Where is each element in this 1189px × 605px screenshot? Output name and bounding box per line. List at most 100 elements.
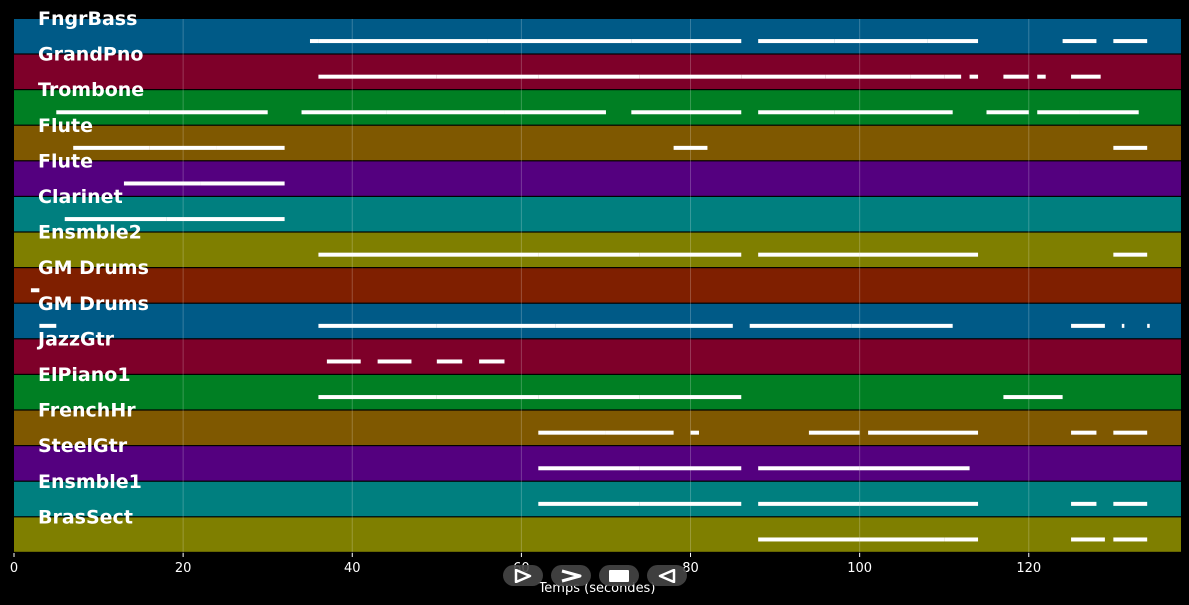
note-bar: [318, 39, 488, 44]
track-label: Ensmble1: [38, 471, 142, 493]
note-bar: [1113, 145, 1148, 150]
note-bar: [200, 181, 285, 186]
note-bar: [1037, 74, 1046, 79]
note-bars: [30, 39, 1150, 542]
note-bar: [749, 323, 852, 328]
track-lane: [14, 161, 1181, 196]
note-bar: [1071, 501, 1097, 506]
note-bar: [1003, 74, 1029, 79]
forward-button[interactable]: [551, 565, 591, 586]
note-bar: [944, 537, 979, 542]
note-bar: [326, 359, 361, 364]
chevron-right-icon: [561, 569, 582, 582]
track-label: GrandPno: [38, 44, 143, 66]
track-lane: [14, 54, 1181, 89]
note-bar: [538, 252, 640, 257]
track-label: BrasSect: [38, 506, 133, 528]
reverse-button[interactable]: [647, 565, 687, 586]
note-bar: [73, 145, 150, 150]
note-bar: [1003, 395, 1063, 400]
note-bar: [538, 466, 640, 471]
track-label: Clarinet: [38, 186, 123, 208]
note-bar: [56, 110, 150, 115]
note-bar: [538, 395, 640, 400]
note-bar: [1113, 430, 1148, 435]
note-bar: [216, 145, 285, 150]
note-bar: [166, 217, 285, 222]
track-lanes: [14, 19, 1181, 552]
note-bar: [538, 430, 606, 435]
track-lane: [14, 90, 1181, 125]
track-label: FngrBass: [38, 8, 137, 30]
stop-icon: [609, 569, 629, 582]
note-bar: [1037, 110, 1080, 115]
x-tick-label: 120: [1016, 561, 1041, 576]
x-tick-label: 100: [847, 561, 872, 576]
note-bar: [318, 323, 437, 328]
note-bar: [639, 395, 742, 400]
play-button[interactable]: [503, 565, 543, 586]
x-tick-label: 40: [344, 561, 361, 576]
stop-button[interactable]: [599, 565, 639, 586]
note-bar: [927, 39, 979, 44]
note-bar: [504, 110, 606, 115]
track-label: SteelGtr: [38, 435, 128, 457]
note-bar: [1071, 430, 1097, 435]
note-bar: [1071, 74, 1101, 79]
note-bar: [538, 74, 640, 79]
grid-lines: [182, 19, 1030, 553]
note-bar: [1071, 323, 1105, 328]
note-bar: [538, 501, 640, 506]
track-lane: [14, 339, 1181, 374]
play-outline-icon: [514, 568, 532, 583]
track-label: GM Drums: [38, 293, 149, 315]
note-bar: [1121, 323, 1125, 328]
track-lane: [14, 125, 1181, 161]
note-bar: [631, 39, 742, 44]
note-bar: [910, 74, 945, 79]
note-bar: [1147, 323, 1150, 328]
note-bar: [834, 110, 953, 115]
note-bar: [436, 74, 539, 79]
note-bar: [859, 466, 970, 471]
note-bar: [868, 430, 979, 435]
note-bar: [825, 74, 911, 79]
note-bar: [859, 501, 979, 506]
note-bar: [301, 110, 387, 115]
track-label: ElPiano1: [38, 364, 131, 386]
note-bar: [1113, 501, 1148, 506]
note-bar: [690, 430, 699, 435]
note-bar: [479, 359, 505, 364]
play-reverse-icon: [658, 568, 676, 583]
track-lane: [14, 410, 1181, 445]
note-bar: [309, 39, 319, 44]
note-bar: [758, 501, 860, 506]
note-bar: [944, 74, 962, 79]
note-bar: [318, 252, 403, 257]
note-bar: [386, 110, 505, 115]
note-bar: [673, 145, 708, 150]
note-bar: [851, 323, 953, 328]
note-bar: [1071, 537, 1105, 542]
note-bar: [758, 537, 860, 542]
note-bar: [1079, 110, 1139, 115]
track-lane: [14, 197, 1181, 232]
track-label: Flute: [38, 150, 93, 172]
note-bar: [436, 359, 463, 364]
track-label: Flute: [38, 115, 93, 137]
note-bar: [639, 466, 742, 471]
note-bar: [758, 252, 860, 257]
note-bar: [639, 501, 742, 506]
note-bar: [1113, 252, 1148, 257]
note-bar: [639, 252, 742, 257]
x-tick-label: 20: [175, 561, 192, 576]
note-bar: [859, 537, 945, 542]
note-bar: [487, 39, 632, 44]
note-bar: [1062, 39, 1097, 44]
note-bar: [605, 430, 674, 435]
note-bar: [39, 323, 57, 328]
note-bar: [30, 288, 40, 293]
track-lane: [14, 481, 1181, 517]
track-lane: [14, 303, 1181, 339]
